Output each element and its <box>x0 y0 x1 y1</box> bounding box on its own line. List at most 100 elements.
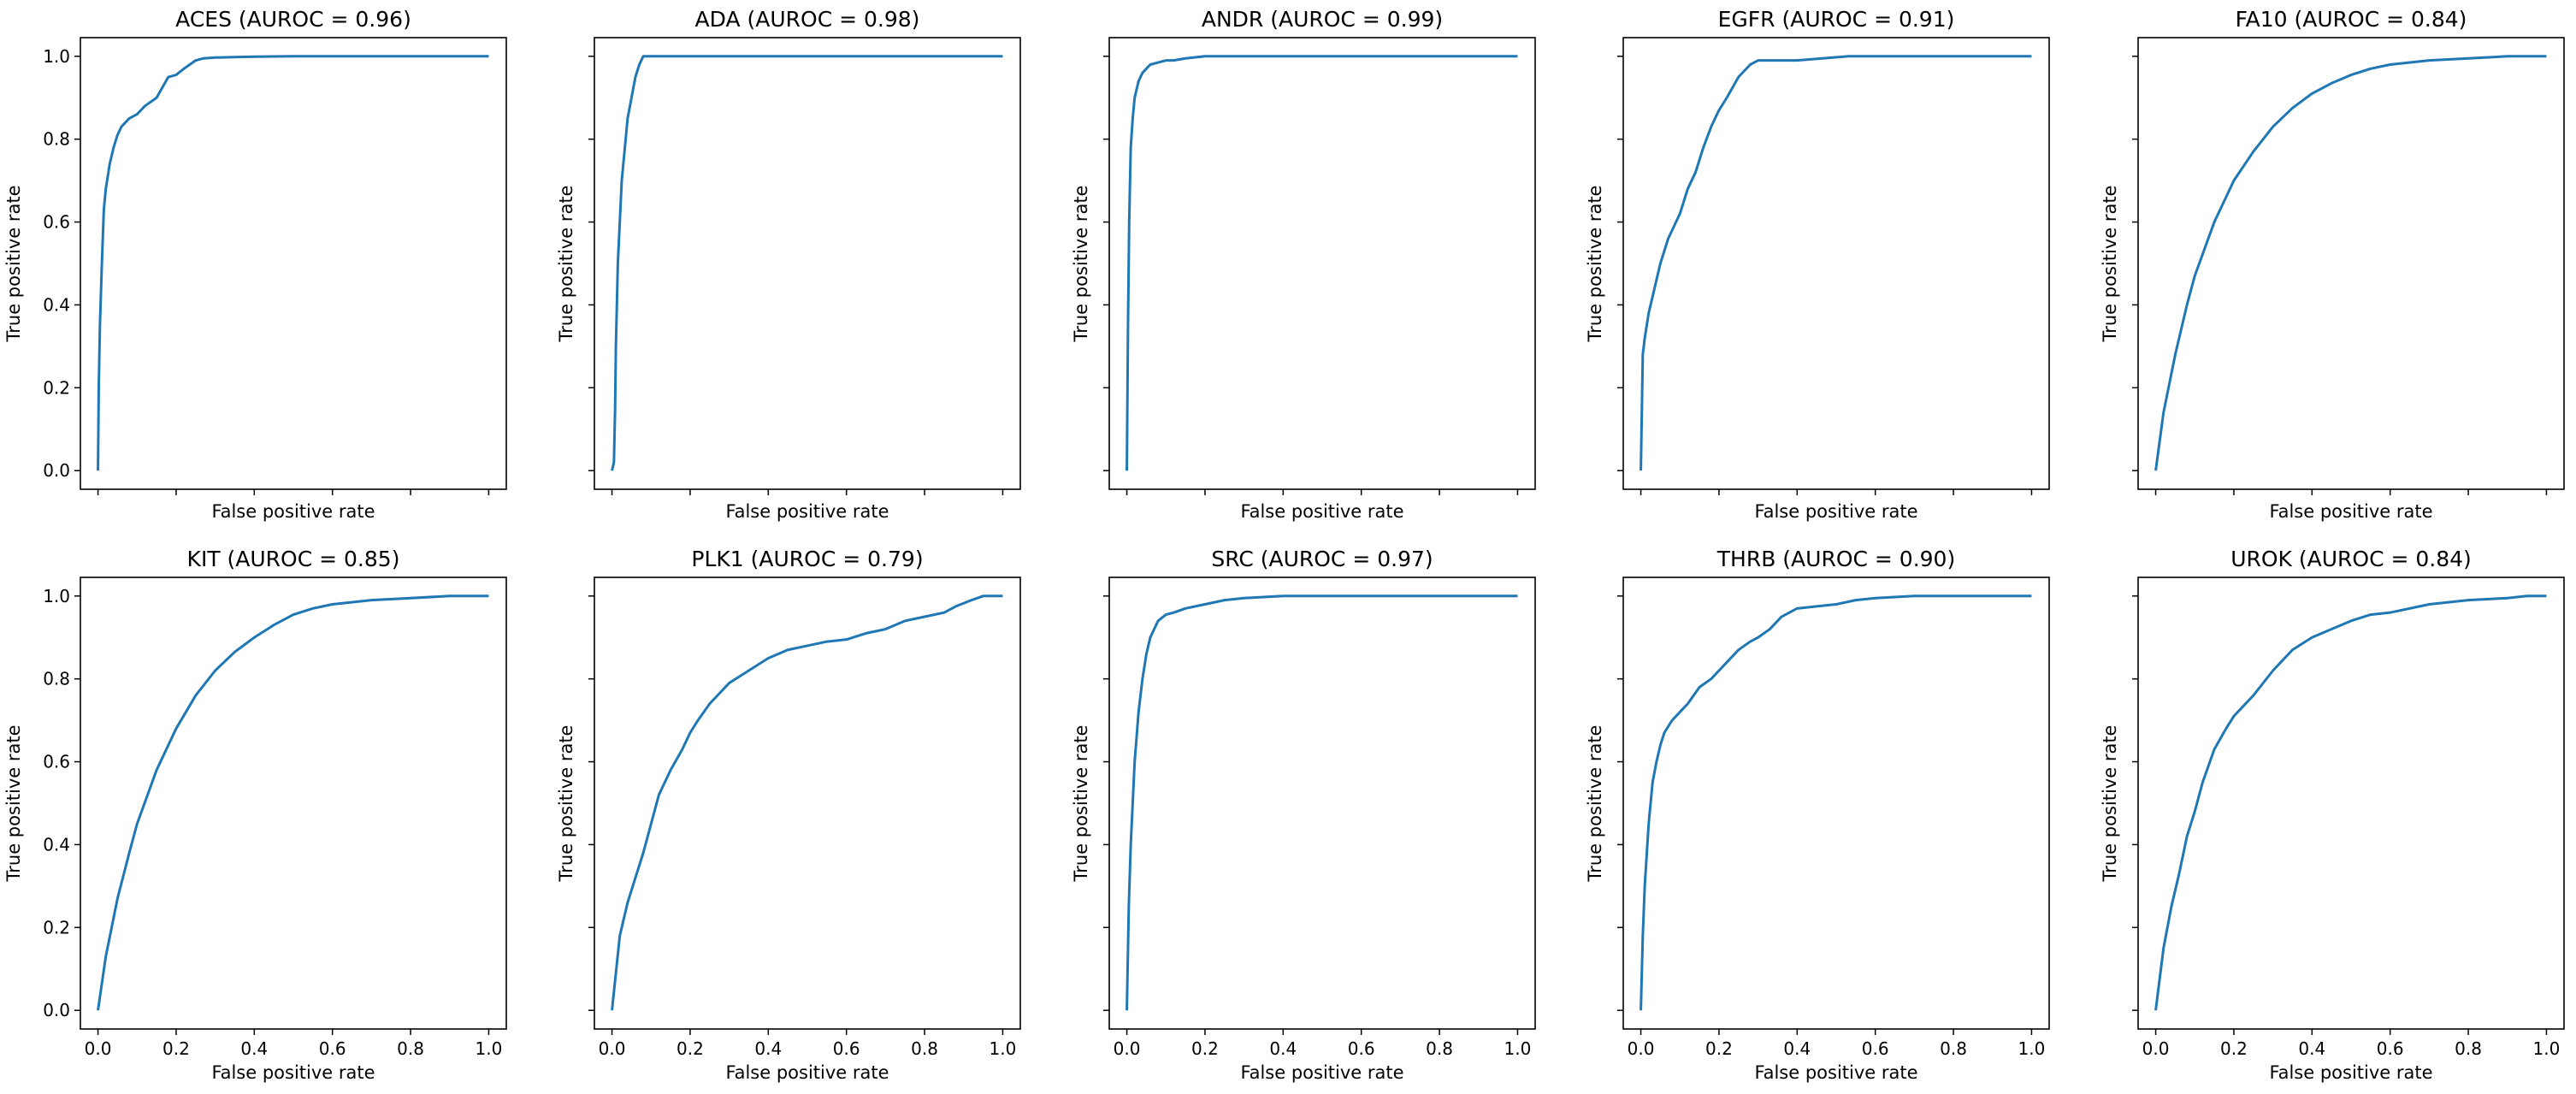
x-tick-label: 0.2 <box>2220 1038 2248 1059</box>
roc-curve <box>611 55 1003 471</box>
y-tick-label: 0.6 <box>43 752 70 772</box>
x-tick-label: 0.6 <box>1862 1038 1889 1059</box>
x-axis-label: False positive rate <box>1754 501 1917 522</box>
plot-frame <box>80 577 507 1030</box>
x-axis-label: False positive rate <box>2269 501 2432 522</box>
panel-title: EGFR (AUROC = 0.91) <box>1718 7 1955 32</box>
roc-panel: KIT (AUROC = 0.85) 0.0 0.0 0.2 0.2 0.4 0.4 0.6 0… <box>3 547 507 1083</box>
plot-frame <box>1108 577 1536 1030</box>
panel-title: KIT (AUROC = 0.85) <box>187 547 400 571</box>
y-axis-label: True positive rate <box>3 186 24 343</box>
x-tick-label: 1.0 <box>2533 1038 2561 1059</box>
x-axis-label: False positive rate <box>725 501 889 522</box>
roc-panel: UROK (AUROC = 0.84) 0.0 0.2 0.4 0.6 0.8 1.0 Fal… <box>2100 547 2565 1083</box>
x-tick-label: 1.0 <box>2018 1038 2046 1059</box>
y-axis-label: True positive rate <box>1585 725 1605 883</box>
y-tick-label: 0.0 <box>43 1000 70 1020</box>
x-tick-label: 0.2 <box>1705 1038 1733 1059</box>
y-axis-label: True positive rate <box>556 186 576 343</box>
x-tick-label: 0.2 <box>676 1038 704 1059</box>
plot-frame <box>594 577 1021 1030</box>
roc-curve <box>2154 55 2547 471</box>
panel-title: ADA (AUROC = 0.98) <box>695 7 920 32</box>
x-tick-label: 0.6 <box>1348 1038 1375 1059</box>
roc-panel: PLK1 (AUROC = 0.79) 0.0 0.2 0.4 0.6 0.8 1.0 Fal… <box>556 547 1021 1083</box>
y-axis-label: True positive rate <box>2100 725 2120 883</box>
x-tick-label: 0.6 <box>2377 1038 2404 1059</box>
roc-panel: ACES (AUROC = 0.96) 0.0 0.2 0.4 0.6 0.8 1.0 Fal… <box>3 7 507 522</box>
y-tick-label: 1.0 <box>43 46 70 67</box>
x-tick-label: 0.8 <box>1426 1038 1453 1059</box>
x-axis-label: False positive rate <box>211 1062 375 1083</box>
panel-title: UROK (AUROC = 0.84) <box>2230 547 2472 571</box>
y-tick-label: 0.2 <box>43 377 70 398</box>
roc-curve <box>1126 594 1518 1011</box>
x-tick-label: 0.4 <box>240 1038 268 1059</box>
roc-curve <box>611 594 1003 1011</box>
roc-panel: ANDR (AUROC = 0.99) False positive rate Tr… <box>1071 7 1536 522</box>
roc-curve <box>2154 594 2547 1011</box>
x-tick-label: 0.8 <box>1940 1038 1967 1059</box>
panel-title: SRC (AUROC = 0.97) <box>1211 547 1433 571</box>
x-axis-label: False positive rate <box>1240 501 1403 522</box>
x-tick-label: 0.4 <box>2298 1038 2325 1059</box>
y-tick-label: 0.0 <box>43 460 70 481</box>
x-axis-label: False positive rate <box>1240 1062 1403 1083</box>
y-tick-label: 0.2 <box>43 917 70 937</box>
y-axis-label: True positive rate <box>3 725 24 883</box>
x-tick-label: 0.4 <box>1783 1038 1811 1059</box>
y-axis-label: True positive rate <box>2100 186 2120 343</box>
x-tick-label: 1.0 <box>1504 1038 1532 1059</box>
x-tick-label: 0.2 <box>1191 1038 1219 1059</box>
x-tick-label: 0.0 <box>599 1038 626 1059</box>
x-tick-label: 0.8 <box>2455 1038 2482 1059</box>
x-tick-label: 0.8 <box>911 1038 938 1059</box>
panel-title: PLK1 (AUROC = 0.79) <box>691 547 923 571</box>
x-tick-label: 0.2 <box>162 1038 190 1059</box>
plot-frame <box>1622 37 2050 490</box>
x-tick-label: 0.0 <box>1628 1038 1655 1059</box>
y-axis-label: True positive rate <box>1585 186 1605 343</box>
x-tick-label: 0.0 <box>2142 1038 2170 1059</box>
x-axis-label: False positive rate <box>2269 1062 2432 1083</box>
plot-frame <box>594 37 1021 490</box>
x-tick-label: 0.6 <box>319 1038 346 1059</box>
x-tick-label: 0.4 <box>1269 1038 1297 1059</box>
plot-frame <box>2137 37 2565 490</box>
roc-panel: EGFR (AUROC = 0.91) False positive rate Tr… <box>1585 7 2050 522</box>
y-tick-label: 0.8 <box>43 669 70 689</box>
x-tick-label: 0.6 <box>833 1038 860 1059</box>
plot-frame <box>80 37 507 490</box>
y-axis-label: True positive rate <box>1071 186 1091 343</box>
y-axis-label: True positive rate <box>556 725 576 883</box>
roc-curve <box>1640 55 2032 471</box>
y-tick-label: 1.0 <box>43 586 70 606</box>
x-axis-label: False positive rate <box>725 1062 889 1083</box>
y-tick-label: 0.4 <box>43 834 70 855</box>
roc-curve <box>97 55 489 471</box>
plot-frame <box>1108 37 1536 490</box>
x-axis-label: False positive rate <box>1754 1062 1917 1083</box>
roc-curve <box>1640 594 2032 1011</box>
x-tick-label: 1.0 <box>990 1038 1017 1059</box>
roc-curve <box>1126 55 1518 471</box>
roc-panel: ADA (AUROC = 0.98) False positive rate Tru… <box>556 7 1021 522</box>
y-tick-label: 0.4 <box>43 294 70 315</box>
roc-curve <box>97 594 489 1011</box>
x-tick-label: 0.0 <box>85 1038 112 1059</box>
y-tick-label: 0.6 <box>43 212 70 233</box>
x-tick-label: 0.4 <box>754 1038 782 1059</box>
x-tick-label: 0.8 <box>397 1038 424 1059</box>
x-tick-label: 1.0 <box>476 1038 503 1059</box>
roc-panel: FA10 (AUROC = 0.84) False positive rate Tr… <box>2100 7 2565 522</box>
plot-frame <box>2137 577 2565 1030</box>
panel-title: FA10 (AUROC = 0.84) <box>2236 7 2467 32</box>
x-tick-label: 0.0 <box>1114 1038 1141 1059</box>
panel-title: THRB (AUROC = 0.90) <box>1716 547 1955 571</box>
panel-title: ANDR (AUROC = 0.99) <box>1202 7 1443 32</box>
y-axis-label: True positive rate <box>1071 725 1091 883</box>
panel-title: ACES (AUROC = 0.96) <box>175 7 411 32</box>
plot-frame <box>1622 577 2050 1030</box>
roc-panel: SRC (AUROC = 0.97) 0.0 0.2 0.4 0.6 0.8 1.0 Fals… <box>1071 547 1536 1083</box>
